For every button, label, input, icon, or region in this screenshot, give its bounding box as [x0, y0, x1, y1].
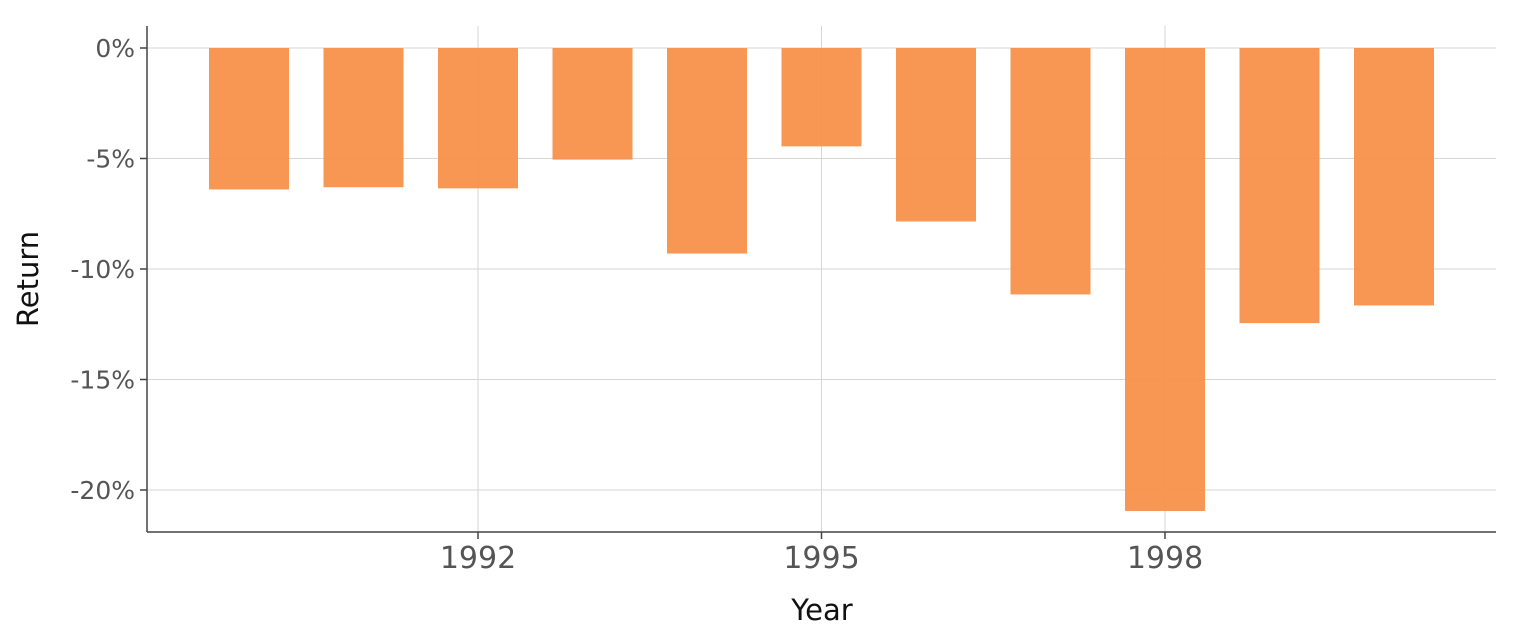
- bar-1995: [781, 48, 862, 147]
- y-axis-title: Return: [11, 231, 45, 327]
- bar-1994: [667, 48, 747, 254]
- y-tick-label: -20%: [70, 476, 135, 505]
- bar-1999: [1239, 48, 1320, 324]
- y-tick-label: -5%: [86, 145, 135, 174]
- y-tick-label: -10%: [70, 255, 135, 284]
- bar-1997: [1010, 48, 1091, 295]
- x-tick-label: 1995: [783, 541, 859, 576]
- bars: [209, 48, 1434, 511]
- x-tick-label: 1992: [440, 541, 516, 576]
- bar-1991: [323, 48, 404, 188]
- bar-1992: [438, 48, 518, 189]
- tick-labels: 0% -5% -10% -15% -20% 1992 1995 1998: [70, 34, 1203, 576]
- bar-2000: [1354, 48, 1434, 306]
- bar-1990: [209, 48, 289, 190]
- y-tick-label: 0%: [95, 34, 135, 63]
- bar-1996: [896, 48, 976, 222]
- bar-1998: [1125, 48, 1205, 511]
- bar-1993: [552, 48, 633, 160]
- x-tick-label: 1998: [1127, 541, 1203, 576]
- x-axis-title: Year: [790, 593, 852, 627]
- y-tick-label: -15%: [70, 366, 135, 395]
